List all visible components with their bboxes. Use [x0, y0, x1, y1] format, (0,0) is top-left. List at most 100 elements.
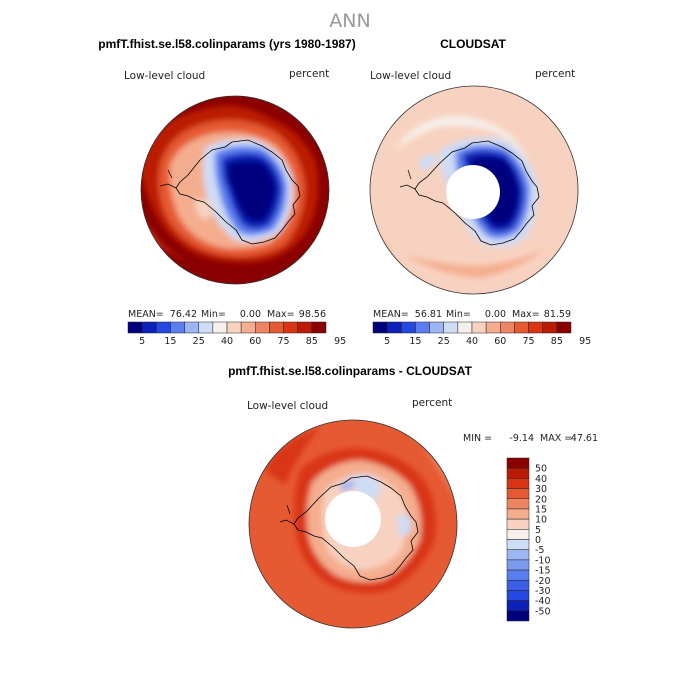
- colorbar-swatch: [415, 321, 430, 334]
- colorbar-swatch: [556, 321, 572, 334]
- colorbar-swatch: [506, 590, 530, 601]
- colorbar-swatch: [528, 321, 543, 334]
- svg-text:81.59: 81.59: [544, 309, 571, 320]
- panel-1-variable-label: Low-level cloud: [124, 70, 205, 82]
- colorbar-swatch: [141, 321, 157, 334]
- panel-1-title: pmfT.fhist.se.l58.colinparams (yrs 1980-…: [98, 37, 355, 51]
- colorbar-tick-label: 5: [535, 525, 541, 536]
- colorbar-swatch: [297, 321, 313, 334]
- panel-2-colorbar: 5 15 25 40 60 75 85 95: [372, 321, 591, 347]
- colorbar-tick-label: 60: [494, 336, 506, 347]
- panel-2-stats: MEAN= 56.81 Min= 0.00 Max= 81.59: [373, 309, 571, 320]
- colorbar-tick-label: 40: [535, 474, 547, 485]
- svg-text:0.00: 0.00: [485, 309, 506, 320]
- colorbar-swatch: [457, 321, 473, 334]
- colorbar-tick-label: 15: [409, 336, 421, 347]
- panel-3-stats: MIN = -9.14 MAX = 47.61: [463, 433, 598, 444]
- svg-text:Max=: Max=: [512, 309, 540, 320]
- colorbar-tick-label: 75: [278, 336, 290, 347]
- colorbar-tick-label: -40: [535, 596, 551, 607]
- colorbar-tick-label: 25: [193, 336, 205, 347]
- svg-text:Min=: Min=: [201, 309, 226, 320]
- colorbar-swatch: [506, 518, 530, 530]
- colorbar-tick-label: 5: [384, 336, 390, 347]
- svg-text:MAX =: MAX =: [540, 433, 572, 444]
- colorbar-swatch: [443, 321, 459, 334]
- panel-cloudsat: CLOUDSAT Low-level cloud percent MEAN=: [369, 37, 591, 347]
- colorbar-swatch: [127, 321, 143, 334]
- colorbar-swatch: [506, 580, 530, 591]
- colorbar-swatch: [500, 321, 515, 334]
- colorbar-swatch: [506, 488, 530, 499]
- svg-text:MEAN=: MEAN=: [128, 309, 164, 320]
- colorbar-swatch: [269, 321, 284, 334]
- colorbar-swatch: [506, 569, 530, 581]
- colorbar-swatch: [506, 508, 530, 520]
- panel-2-title: CLOUDSAT: [440, 37, 506, 51]
- page-title: ANN: [329, 10, 370, 32]
- panel-1-colorbar: 5 15 25 40 60 75 85 95: [127, 321, 346, 347]
- svg-text:47.61: 47.61: [571, 433, 598, 444]
- colorbar-swatch: [184, 321, 199, 334]
- colorbar-swatch: [542, 321, 558, 334]
- svg-text:76.42: 76.42: [170, 309, 197, 320]
- colorbar-swatch: [401, 321, 416, 334]
- colorbar-swatch: [429, 321, 444, 334]
- svg-text:Max=: Max=: [267, 309, 295, 320]
- svg-text:56.81: 56.81: [415, 309, 442, 320]
- panel-3-units-label: percent: [412, 397, 452, 409]
- colorbar-swatch: [506, 539, 530, 550]
- colorbar-tick-label: 30: [535, 484, 547, 495]
- colorbar-tick-label: 10: [535, 515, 547, 526]
- colorbar-tick-label: -5: [535, 545, 544, 556]
- panel-2-variable-label: Low-level cloud: [370, 70, 451, 82]
- colorbar-tick-label: 20: [535, 494, 547, 505]
- colorbar-swatch: [506, 467, 530, 479]
- colorbar-tick-label: 85: [306, 336, 318, 347]
- colorbar-swatch: [506, 529, 530, 540]
- svg-text:MIN =: MIN =: [463, 433, 492, 444]
- svg-text:Min=: Min=: [446, 309, 471, 320]
- svg-text:0.00: 0.00: [240, 309, 261, 320]
- panel-1-map: [141, 96, 329, 284]
- panel-3-map: [249, 420, 457, 628]
- panel-1-units-label: percent: [289, 68, 329, 80]
- panel-1-stats: MEAN= 76.42 Min= 0.00 Max= 98.56: [128, 309, 326, 320]
- colorbar-tick-label: 60: [249, 336, 261, 347]
- svg-text:98.56: 98.56: [299, 309, 326, 320]
- colorbar-swatch: [506, 549, 530, 561]
- panel-2-map: [370, 86, 578, 294]
- colorbar-swatch: [283, 321, 298, 334]
- panel-3-title: pmfT.fhist.se.l58.colinparams - CLOUDSAT: [228, 364, 472, 378]
- colorbar-swatch: [240, 321, 256, 334]
- svg-text:MEAN=: MEAN=: [373, 309, 409, 320]
- panel-difference: pmfT.fhist.se.l58.colinparams - CLOUDSAT…: [228, 364, 598, 629]
- colorbar-swatch: [506, 457, 530, 469]
- colorbar-tick-label: 15: [164, 336, 176, 347]
- colorbar-tick-label: -30: [535, 586, 551, 597]
- panel-2-units-label: percent: [535, 68, 575, 80]
- colorbar-swatch: [386, 321, 402, 334]
- colorbar-swatch: [226, 321, 242, 334]
- colorbar-tick-label: 25: [438, 336, 450, 347]
- colorbar-tick-label: 50: [535, 464, 547, 475]
- colorbar-swatch: [506, 600, 530, 612]
- colorbar-swatch: [198, 321, 214, 334]
- colorbar-tick-label: 85: [551, 336, 563, 347]
- colorbar-swatch: [156, 321, 171, 334]
- colorbar-tick-label: 95: [334, 336, 346, 347]
- colorbar-swatch: [506, 610, 530, 622]
- colorbar-swatch: [170, 321, 185, 334]
- colorbar-swatch: [514, 321, 529, 334]
- colorbar-tick-label: 40: [466, 336, 478, 347]
- colorbar-tick-label: 95: [579, 336, 591, 347]
- colorbar-swatch: [255, 321, 270, 334]
- colorbar-swatch: [485, 321, 501, 334]
- colorbar-tick-label: -50: [535, 606, 551, 617]
- svg-text:-9.14: -9.14: [509, 433, 534, 444]
- colorbar-swatch: [471, 321, 487, 334]
- colorbar-tick-label: -10: [535, 555, 551, 566]
- colorbar-tick-label: 5: [139, 336, 145, 347]
